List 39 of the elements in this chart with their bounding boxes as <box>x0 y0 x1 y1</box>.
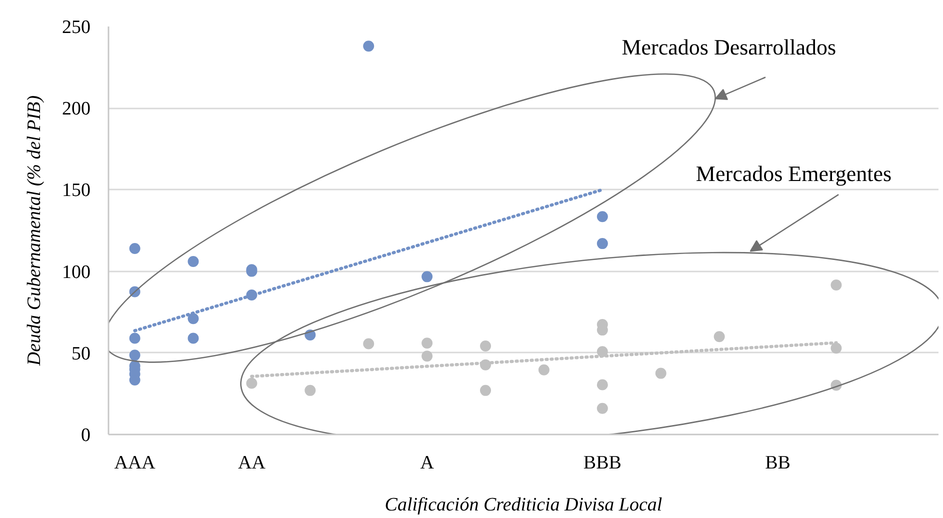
y-tick-label: 250 <box>62 17 90 38</box>
x-tick-label: AA <box>238 452 266 474</box>
point <box>188 313 199 324</box>
point <box>363 338 374 350</box>
point <box>363 40 374 52</box>
annotation: Mercados Desarrollados <box>622 34 836 60</box>
point <box>538 364 550 376</box>
point <box>714 331 725 342</box>
point <box>596 238 608 250</box>
y-tick-label: 50 <box>72 343 90 364</box>
point <box>422 271 433 282</box>
point <box>830 342 842 354</box>
x-tick-label: BB <box>765 452 790 474</box>
x-tick-label: A <box>420 452 434 474</box>
y-tick-label: 200 <box>62 98 90 120</box>
y-tick-label: 150 <box>62 180 90 202</box>
point <box>480 340 492 352</box>
point <box>480 384 492 396</box>
point <box>596 379 608 390</box>
y-axis-title: Deuda Gubernamental (% del PIB) <box>24 95 45 367</box>
point <box>304 384 316 396</box>
x-tick-label: BBB <box>583 452 622 474</box>
point <box>830 280 842 290</box>
point <box>129 242 140 254</box>
point <box>188 256 199 267</box>
point <box>596 211 608 222</box>
y-tick-label: 100 <box>62 262 90 283</box>
x-axis-title: Calificación Crediticia Divisa Local <box>384 494 662 516</box>
point <box>129 332 140 344</box>
annotation: Mercados Emergentes <box>696 160 892 186</box>
point <box>129 350 140 361</box>
point <box>188 332 199 344</box>
y-tick-label: 0 <box>81 425 90 446</box>
point <box>422 350 433 362</box>
x-tick-label: AAA <box>114 452 156 474</box>
point <box>596 402 608 414</box>
point <box>655 368 666 379</box>
point <box>422 338 433 349</box>
point <box>246 378 258 389</box>
